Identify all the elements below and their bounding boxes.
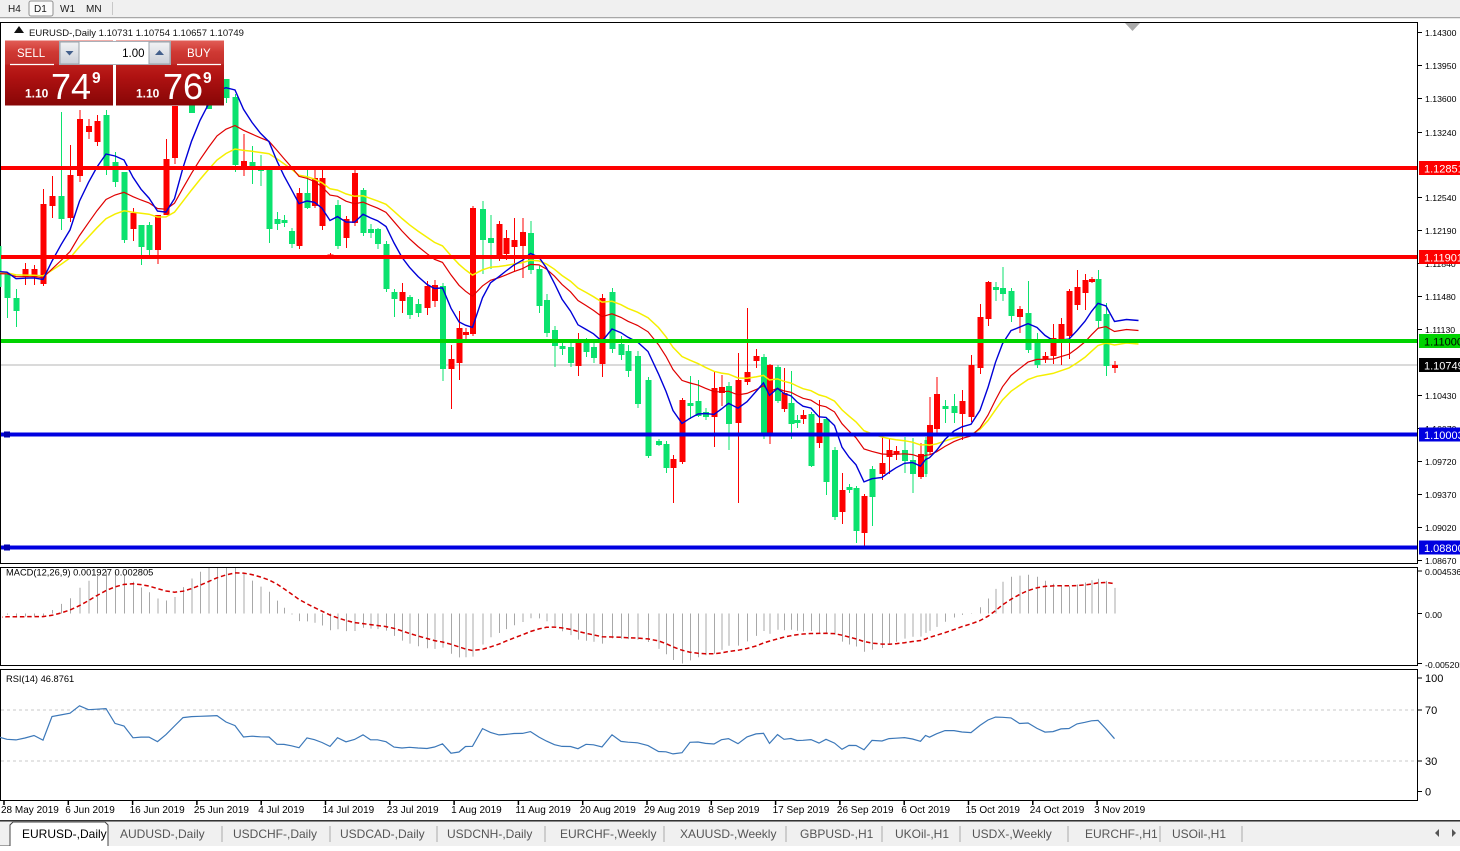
svg-text:1.10749: 1.10749: [1424, 361, 1460, 373]
svg-text:AUDUSD-,Daily: AUDUSD-,Daily: [120, 827, 205, 841]
svg-text:74: 74: [51, 66, 91, 107]
svg-text:1.12540: 1.12540: [1425, 193, 1457, 203]
svg-text:1.10: 1.10: [25, 87, 49, 101]
svg-text:1.08800: 1.08800: [1424, 543, 1460, 555]
svg-text:1.13240: 1.13240: [1425, 128, 1457, 138]
svg-text:1.11480: 1.11480: [1425, 292, 1456, 302]
svg-text:XAUUSD-,Weekly: XAUUSD-,Weekly: [680, 827, 776, 841]
svg-text:1.09720: 1.09720: [1425, 457, 1457, 467]
svg-text:1.13950: 1.13950: [1425, 61, 1457, 71]
svg-text:1.14300: 1.14300: [1425, 28, 1457, 38]
svg-text:USOil-,H1: USOil-,H1: [1172, 827, 1226, 841]
svg-text:11 Aug 2019: 11 Aug 2019: [515, 805, 571, 816]
svg-text:4 Jul 2019: 4 Jul 2019: [258, 805, 305, 816]
svg-text:28 May 2019: 28 May 2019: [1, 805, 59, 816]
svg-text:1.12190: 1.12190: [1425, 226, 1457, 236]
svg-text:EURUSD-,Daily: EURUSD-,Daily: [22, 827, 107, 841]
svg-text:SELL: SELL: [17, 48, 46, 60]
svg-text:1.10430: 1.10430: [1425, 391, 1457, 401]
svg-text:GBPUSD-,H1: GBPUSD-,H1: [800, 827, 874, 841]
svg-text:26 Sep 2019: 26 Sep 2019: [837, 805, 894, 816]
svg-text:0.00: 0.00: [1425, 610, 1442, 620]
svg-text:EURCHF-,Weekly: EURCHF-,Weekly: [560, 827, 656, 841]
svg-text:EURUSD-,Daily 1.10731 1.10754: EURUSD-,Daily 1.10731 1.10754 1.10657 1.…: [29, 28, 244, 39]
svg-text:20 Aug 2019: 20 Aug 2019: [580, 805, 637, 816]
svg-text:USDCHF-,Daily: USDCHF-,Daily: [233, 827, 317, 841]
svg-text:100: 100: [1425, 673, 1443, 685]
svg-text:USDCAD-,Daily: USDCAD-,Daily: [340, 827, 425, 841]
svg-text:1.11000: 1.11000: [1424, 337, 1460, 349]
svg-text:14 Jul 2019: 14 Jul 2019: [323, 805, 375, 816]
svg-text:1.13600: 1.13600: [1425, 94, 1457, 104]
svg-text:1.10: 1.10: [136, 87, 160, 101]
svg-text:15 Oct 2019: 15 Oct 2019: [966, 805, 1021, 816]
svg-text:1.12851: 1.12851: [1424, 164, 1460, 176]
svg-text:1.09370: 1.09370: [1425, 490, 1457, 500]
svg-text:1.11130: 1.11130: [1425, 325, 1455, 335]
svg-text:17 Sep 2019: 17 Sep 2019: [773, 805, 830, 816]
svg-text:76: 76: [163, 66, 203, 107]
svg-text:9: 9: [203, 70, 212, 87]
svg-text:MACD(12,26,9) 0.001927 0.00280: MACD(12,26,9) 0.001927 0.002805: [6, 568, 153, 578]
svg-text:25 Jun 2019: 25 Jun 2019: [194, 805, 249, 816]
svg-text:8 Sep 2019: 8 Sep 2019: [708, 805, 760, 816]
svg-text:1.09020: 1.09020: [1425, 523, 1457, 533]
svg-text:W1: W1: [60, 4, 75, 15]
svg-text:1.08670: 1.08670: [1425, 556, 1457, 566]
svg-text:1 Aug 2019: 1 Aug 2019: [451, 805, 502, 816]
svg-text:0: 0: [1425, 787, 1431, 799]
svg-text:RSI(14) 46.8761: RSI(14) 46.8761: [6, 674, 74, 684]
svg-text:70: 70: [1425, 705, 1437, 717]
svg-text:29 Aug 2019: 29 Aug 2019: [644, 805, 701, 816]
svg-text:BUY: BUY: [187, 48, 211, 60]
svg-text:USDX-,Weekly: USDX-,Weekly: [972, 827, 1052, 841]
svg-text:EURCHF-,H1: EURCHF-,H1: [1085, 827, 1158, 841]
svg-text:9: 9: [92, 70, 101, 87]
svg-text:23 Jul 2019: 23 Jul 2019: [387, 805, 439, 816]
svg-text:-0.005205: -0.005205: [1425, 660, 1460, 670]
svg-text:16 Jun 2019: 16 Jun 2019: [130, 805, 185, 816]
svg-text:1.10003: 1.10003: [1424, 430, 1460, 442]
svg-text:D1: D1: [34, 4, 47, 15]
svg-text:3 Nov 2019: 3 Nov 2019: [1094, 805, 1146, 816]
svg-text:1.11901: 1.11901: [1424, 253, 1460, 265]
svg-text:USDCNH-,Daily: USDCNH-,Daily: [447, 827, 532, 841]
svg-text:0.004536: 0.004536: [1425, 567, 1460, 577]
svg-text:6 Jun 2019: 6 Jun 2019: [65, 805, 115, 816]
svg-text:6 Oct 2019: 6 Oct 2019: [901, 805, 950, 816]
svg-text:24 Oct 2019: 24 Oct 2019: [1030, 805, 1085, 816]
svg-text:MN: MN: [86, 4, 102, 15]
svg-text:UKOil-,H1: UKOil-,H1: [895, 827, 949, 841]
svg-text:1.00: 1.00: [122, 48, 144, 60]
svg-text:H4: H4: [8, 4, 21, 15]
svg-text:30: 30: [1425, 756, 1437, 768]
